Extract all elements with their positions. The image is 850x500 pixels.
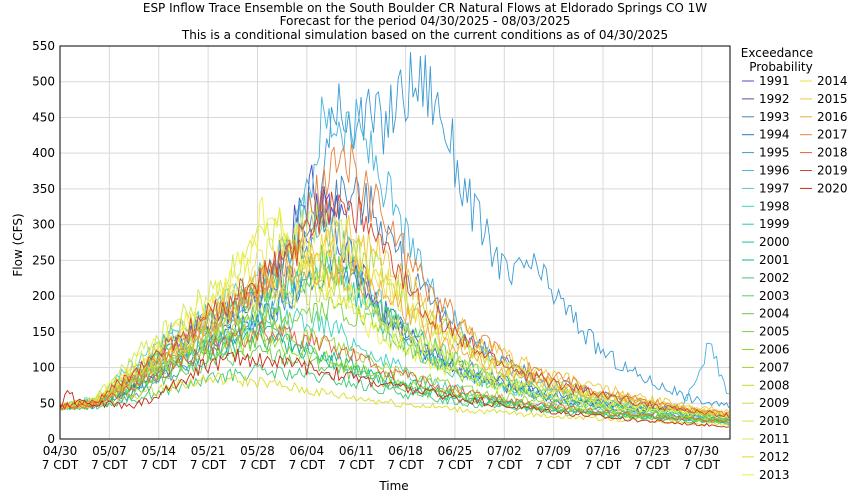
series-lines (59, 52, 730, 428)
y-tick-label: 50 (40, 396, 55, 410)
legend-label-2001: 2001 (759, 253, 790, 267)
x-tick-date: 07/09 (536, 444, 571, 458)
legend-label-2020: 2020 (817, 181, 848, 195)
y-tick-label: 450 (32, 110, 55, 124)
legend-label-1996: 1996 (759, 164, 790, 178)
legend-label-2013: 2013 (759, 468, 790, 482)
legend-title-line1: Exceedance (741, 46, 813, 60)
x-tick-date: 05/28 (240, 444, 275, 458)
chart-title: ESP Inflow Trace Ensemble on the South B… (143, 1, 707, 15)
x-tick-date: 04/30 (43, 444, 78, 458)
series-line-2003 (59, 244, 730, 418)
x-tick-time: 7 CDT (239, 458, 276, 472)
x-axis-label: Time (378, 479, 408, 493)
x-tick-date: 06/18 (388, 444, 423, 458)
x-tick-date: 05/14 (141, 444, 176, 458)
y-tick-label: 250 (32, 253, 55, 267)
chart-subtitle-period: Forecast for the period 04/30/2025 - 08/… (280, 14, 571, 28)
x-tick-date: 06/25 (438, 444, 473, 458)
legend-label-2005: 2005 (759, 325, 790, 339)
x-tick-date: 07/23 (635, 444, 670, 458)
series-line-2020 (59, 348, 729, 428)
legend-label-2018: 2018 (817, 146, 848, 160)
legend-label-1999: 1999 (759, 217, 790, 231)
legend-label-2010: 2010 (759, 414, 790, 428)
legend-label-1998: 1998 (759, 199, 790, 213)
x-tick-time: 7 CDT (190, 458, 227, 472)
legend-label-2006: 2006 (759, 343, 790, 357)
y-tick-label: 150 (32, 325, 55, 339)
plot-frame (59, 45, 731, 440)
x-tick-time: 7 CDT (91, 458, 128, 472)
legend-label-2007: 2007 (759, 360, 790, 374)
legend-label-1991: 1991 (759, 74, 790, 88)
y-tick-label: 300 (32, 218, 55, 232)
legend-label-2016: 2016 (817, 110, 848, 124)
series-line-2002 (59, 363, 729, 425)
legend-label-2014: 2014 (817, 74, 848, 88)
legend-title-line2: Probability (749, 60, 812, 74)
x-tick-time: 7 CDT (387, 458, 424, 472)
x-tick-date: 06/11 (339, 444, 374, 458)
x-tick-time: 7 CDT (42, 458, 79, 472)
y-tick-label: 400 (32, 146, 55, 160)
series-line-2019 (60, 190, 730, 419)
x-tick-date: 06/04 (290, 444, 325, 458)
x-tick-time: 7 CDT (634, 458, 671, 472)
series-line-2018 (59, 319, 729, 423)
x-tick-date: 07/30 (684, 444, 719, 458)
legend-label-2017: 2017 (817, 128, 848, 142)
legend-label-1993: 1993 (759, 110, 790, 124)
x-tick-time: 7 CDT (535, 458, 572, 472)
x-tick-time: 7 CDT (338, 458, 375, 472)
y-axis-label: Flow (CFS) (11, 213, 25, 276)
legend-label-2012: 2012 (759, 450, 790, 464)
x-tick-time: 7 CDT (141, 458, 178, 472)
series-line-2006 (59, 333, 730, 424)
x-tick-date: 05/21 (191, 444, 226, 458)
x-tick-time: 7 CDT (486, 458, 523, 472)
y-axis-ticks: 0 50 100 150 200 250 300 350 400 450 500 550 (32, 39, 55, 446)
legend-label-2003: 2003 (759, 289, 790, 303)
x-tick-time: 7 CDT (289, 458, 326, 472)
legend-label-2019: 2019 (817, 164, 848, 178)
legend-label-1992: 1992 (759, 92, 790, 106)
legend-label-2000: 2000 (759, 235, 790, 249)
x-tick-time: 7 CDT (684, 458, 721, 472)
series-line-2014 (59, 229, 730, 416)
y-tick-label: 550 (32, 39, 55, 53)
series-line-2017 (59, 143, 730, 416)
x-tick-date: 07/02 (487, 444, 522, 458)
series-line-2012 (59, 371, 730, 427)
grid (59, 45, 730, 440)
y-tick-label: 200 (32, 289, 55, 303)
legend-label-1994: 1994 (759, 128, 790, 142)
legend-label-2004: 2004 (759, 307, 790, 321)
y-tick-label: 100 (32, 361, 55, 375)
y-tick-label: 350 (32, 182, 55, 196)
legend-label-2009: 2009 (759, 396, 790, 410)
legend-label-2015: 2015 (817, 92, 848, 106)
series-line-2013 (59, 196, 730, 420)
series-line-1995 (59, 52, 730, 410)
x-tick-time: 7 CDT (437, 458, 474, 472)
x-tick-time: 7 CDT (585, 458, 622, 472)
legend-label-2011: 2011 (759, 432, 790, 446)
legend-label-1995: 1995 (759, 146, 790, 160)
x-tick-date: 05/07 (92, 444, 127, 458)
legend-label-2008: 2008 (759, 378, 790, 392)
y-tick-label: 0 (47, 432, 55, 446)
legend-label-2002: 2002 (759, 271, 790, 285)
legend: 1991 1992 1993 1994 1995 1996 1997 1998 1999 2000… (742, 74, 848, 482)
series-line-2010 (59, 207, 729, 418)
chart-subtitle-conditions: This is a conditional simulation based o… (181, 28, 668, 42)
series-line-2005 (59, 296, 730, 421)
legend-label-1997: 1997 (759, 181, 790, 195)
y-tick-label: 500 (32, 75, 55, 89)
x-tick-date: 07/16 (586, 444, 621, 458)
